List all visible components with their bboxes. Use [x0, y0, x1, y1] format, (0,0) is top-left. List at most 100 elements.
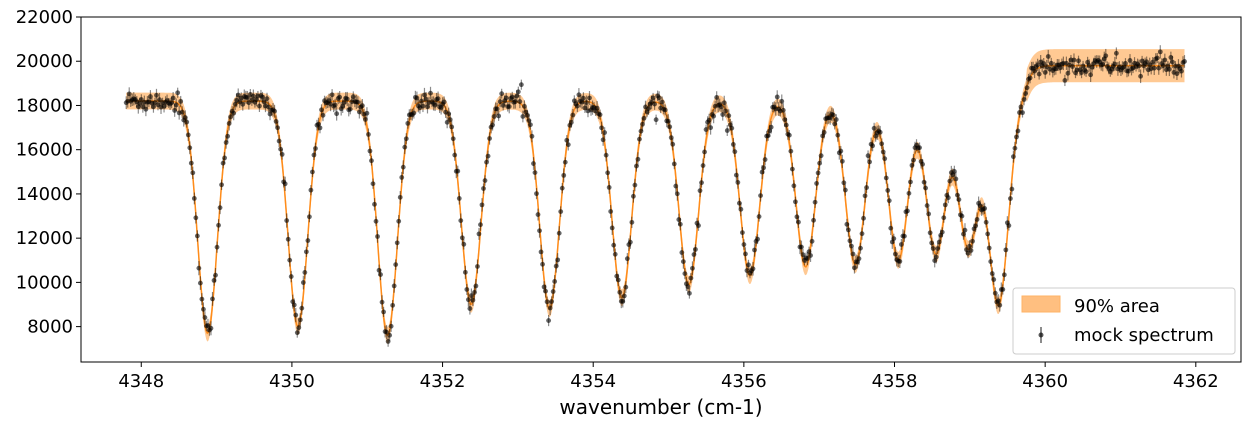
data-point	[506, 104, 512, 109]
data-point	[758, 193, 763, 198]
data-point	[865, 153, 871, 159]
y-tick-label: 12000	[16, 228, 73, 249]
data-point	[467, 306, 473, 311]
data-point	[765, 133, 771, 139]
data-point	[782, 117, 788, 123]
data-point	[562, 159, 568, 165]
data-point	[789, 166, 795, 172]
data-point	[767, 128, 773, 134]
data-point	[833, 117, 839, 122]
data-point	[231, 110, 237, 116]
data-point	[811, 217, 816, 223]
data-point	[185, 132, 191, 138]
data-point	[528, 122, 533, 128]
data-point	[534, 191, 539, 197]
data-point	[959, 213, 965, 219]
data-point	[733, 172, 739, 178]
data-point	[759, 169, 765, 175]
data-point	[839, 158, 845, 164]
data-point	[1136, 63, 1142, 69]
data-point	[714, 94, 720, 100]
data-point	[373, 218, 379, 224]
data-point	[768, 124, 774, 130]
data-point	[886, 198, 892, 204]
data-point	[973, 223, 978, 229]
data-point	[419, 98, 424, 104]
data-point	[581, 95, 586, 101]
data-point	[662, 107, 668, 113]
data-point	[1009, 186, 1015, 192]
data-point	[496, 113, 502, 119]
data-point	[605, 170, 611, 176]
data-point	[1018, 104, 1024, 110]
data-point	[558, 209, 564, 215]
data-point	[574, 103, 580, 109]
data-point	[432, 102, 438, 108]
data-point	[650, 95, 656, 101]
data-point	[378, 272, 383, 277]
data-point	[481, 186, 486, 191]
data-point	[126, 91, 132, 97]
data-point	[612, 251, 618, 257]
data-point	[808, 253, 813, 258]
data-point	[812, 199, 818, 205]
data-point	[173, 102, 179, 108]
data-point	[393, 262, 399, 268]
data-point	[941, 215, 947, 221]
data-point	[609, 225, 615, 231]
data-point	[682, 271, 688, 277]
data-point	[983, 219, 989, 225]
data-point	[487, 136, 492, 141]
data-point	[888, 225, 894, 231]
x-tick-label: 4350	[269, 371, 315, 392]
data-point	[806, 249, 812, 255]
data-point	[313, 146, 318, 151]
data-point	[877, 129, 883, 135]
data-point	[746, 262, 751, 268]
data-point	[936, 239, 942, 245]
data-point	[470, 297, 476, 303]
data-point	[691, 252, 697, 257]
data-point	[444, 119, 450, 125]
data-point	[385, 339, 391, 344]
data-point	[211, 277, 217, 283]
data-point	[720, 112, 726, 117]
data-point	[179, 109, 185, 115]
data-point	[279, 151, 285, 157]
data-point	[515, 89, 521, 95]
data-point	[182, 115, 188, 120]
data-point	[276, 138, 282, 144]
data-point	[364, 110, 370, 116]
data-point	[479, 202, 485, 208]
data-point-layer	[123, 49, 1187, 344]
data-point	[942, 202, 948, 208]
data-point	[844, 221, 850, 227]
data-point	[1020, 110, 1025, 116]
data-point	[620, 299, 626, 304]
data-point	[359, 103, 365, 109]
data-point	[465, 297, 471, 303]
data-point	[484, 159, 489, 165]
data-point	[762, 157, 768, 162]
data-point	[375, 234, 380, 239]
x-ticks: 4348 4350 4352 4354 4356 4358 4360 4362	[118, 362, 1219, 392]
data-point	[677, 221, 683, 227]
data-point	[512, 99, 518, 105]
data-point	[898, 242, 904, 247]
data-point	[786, 132, 792, 138]
data-point	[388, 323, 394, 329]
x-axis-label: wavenumber (cm-1)	[559, 395, 762, 419]
data-point	[1113, 50, 1119, 56]
data-point	[320, 112, 326, 118]
data-point	[741, 242, 747, 247]
data-point	[175, 90, 181, 96]
data-point	[809, 238, 815, 244]
data-point	[750, 266, 756, 272]
data-point	[830, 112, 836, 118]
data-point	[197, 280, 203, 286]
data-point	[1160, 63, 1166, 69]
data-point	[761, 165, 767, 171]
data-point	[187, 145, 193, 151]
data-point	[485, 153, 491, 159]
data-point	[693, 247, 698, 252]
